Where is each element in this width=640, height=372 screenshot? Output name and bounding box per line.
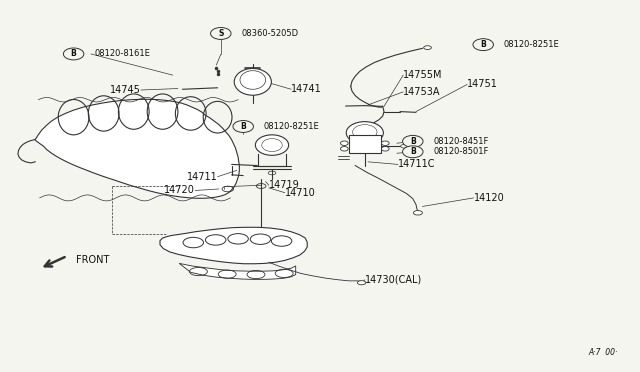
Circle shape — [381, 141, 389, 145]
Text: 08360-5205D: 08360-5205D — [241, 29, 298, 38]
Text: 08120-8251E: 08120-8251E — [264, 122, 319, 131]
Ellipse shape — [255, 135, 289, 155]
Text: 08120-8501F: 08120-8501F — [433, 147, 489, 156]
Ellipse shape — [357, 280, 366, 285]
Text: 14710: 14710 — [285, 188, 316, 198]
Text: 14730(CAL): 14730(CAL) — [365, 275, 422, 285]
Ellipse shape — [346, 122, 383, 144]
Polygon shape — [179, 263, 296, 279]
Text: 14741: 14741 — [291, 84, 322, 94]
Text: FRONT: FRONT — [76, 255, 109, 264]
Text: 14720: 14720 — [164, 186, 195, 195]
Circle shape — [211, 28, 231, 39]
Text: B: B — [71, 49, 76, 58]
Text: S: S — [218, 29, 223, 38]
Text: B: B — [410, 147, 415, 156]
Text: 08120-8451F: 08120-8451F — [433, 137, 489, 146]
Ellipse shape — [413, 211, 422, 215]
Text: 08120-8251E: 08120-8251E — [504, 40, 559, 49]
Text: 14755M: 14755M — [403, 70, 443, 80]
Ellipse shape — [234, 68, 271, 95]
Text: 08120-8161E: 08120-8161E — [94, 49, 150, 58]
Polygon shape — [35, 99, 239, 198]
Circle shape — [381, 147, 389, 151]
Circle shape — [63, 48, 84, 60]
Circle shape — [473, 39, 493, 51]
Circle shape — [340, 141, 348, 145]
Text: 14753A: 14753A — [403, 87, 441, 97]
Text: B: B — [481, 40, 486, 49]
Text: 14719: 14719 — [269, 180, 300, 190]
Circle shape — [340, 147, 348, 151]
FancyBboxPatch shape — [349, 135, 381, 153]
Ellipse shape — [424, 46, 431, 49]
Circle shape — [233, 121, 253, 132]
Circle shape — [403, 146, 423, 158]
Text: 14711: 14711 — [187, 172, 218, 182]
Text: B: B — [410, 137, 415, 146]
Polygon shape — [160, 227, 307, 264]
Text: 14711C: 14711C — [398, 160, 436, 169]
Circle shape — [403, 135, 423, 147]
Text: A·7  00·: A·7 00· — [588, 348, 618, 357]
Text: 14751: 14751 — [467, 80, 498, 89]
Text: B: B — [241, 122, 246, 131]
Text: 14745: 14745 — [110, 85, 141, 95]
Text: 14120: 14120 — [474, 193, 504, 203]
